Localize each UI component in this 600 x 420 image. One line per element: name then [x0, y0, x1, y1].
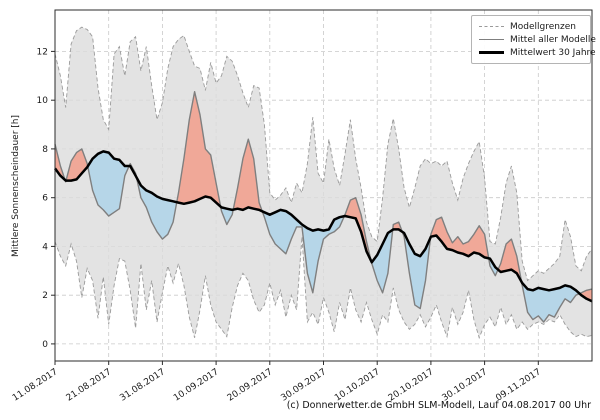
svg-text:4: 4	[42, 242, 48, 252]
legend: Modellgrenzen Mittel aller Modelle Mitte…	[471, 15, 596, 64]
svg-text:6: 6	[42, 194, 48, 204]
svg-text:0: 0	[42, 340, 48, 350]
model-upper-bound-line	[54, 26, 593, 282]
dashed-line-swatch-icon	[479, 26, 504, 27]
svg-text:11.08.2017: 11.08.2017	[11, 367, 60, 403]
climate-mean-line	[53, 150, 593, 303]
svg-text:30.09.2017: 30.09.2017	[279, 367, 328, 403]
svg-text:10.10.2017: 10.10.2017	[333, 367, 382, 403]
svg-text:20.09.2017: 20.09.2017	[226, 367, 275, 403]
model-mean-line	[54, 90, 593, 323]
svg-text:30.10.2017: 30.10.2017	[441, 367, 490, 403]
svg-text:2: 2	[42, 291, 48, 301]
svg-text:31.08.2017: 31.08.2017	[118, 367, 167, 403]
above-normal-fill	[55, 91, 592, 302]
svg-text:10: 10	[37, 96, 49, 106]
svg-text:10.09.2017: 10.09.2017	[172, 367, 221, 403]
solid-line-swatch-icon	[479, 39, 504, 40]
legend-item-model-bounds: Modellgrenzen	[479, 20, 583, 33]
below-normal-fill	[65, 151, 580, 322]
legend-label: Mittel aller Modelle	[510, 34, 596, 45]
svg-text:8: 8	[42, 145, 48, 155]
copyright-caption: (c) Donnerwetter.de GmbH SLM-Modell, Lau…	[286, 400, 591, 411]
svg-text:12: 12	[37, 47, 48, 57]
x-axis-tick-labels: 11.08.2017 21.08.2017 31.08.2017 10.09.2017…	[11, 361, 543, 404]
legend-label: Mittelwert 30 Jahre	[510, 47, 596, 58]
legend-item-30yr-mean: Mittelwert 30 Jahre	[479, 46, 596, 59]
svg-text:21.08.2017: 21.08.2017	[65, 367, 114, 403]
legend-item-model-mean: Mittel aller Modelle	[479, 33, 596, 46]
y-axis-tick-labels: 0 2 4 6 8 10 12	[37, 47, 55, 350]
model-range-band	[55, 27, 592, 338]
y-axis-label: Mittlere Sonnenscheindauer [h]	[11, 115, 21, 257]
svg-text:20.10.2017: 20.10.2017	[387, 367, 436, 403]
thick-line-swatch-icon	[479, 51, 504, 54]
svg-text:09.11.2017: 09.11.2017	[494, 367, 543, 403]
legend-label: Modellgrenzen	[510, 21, 576, 32]
